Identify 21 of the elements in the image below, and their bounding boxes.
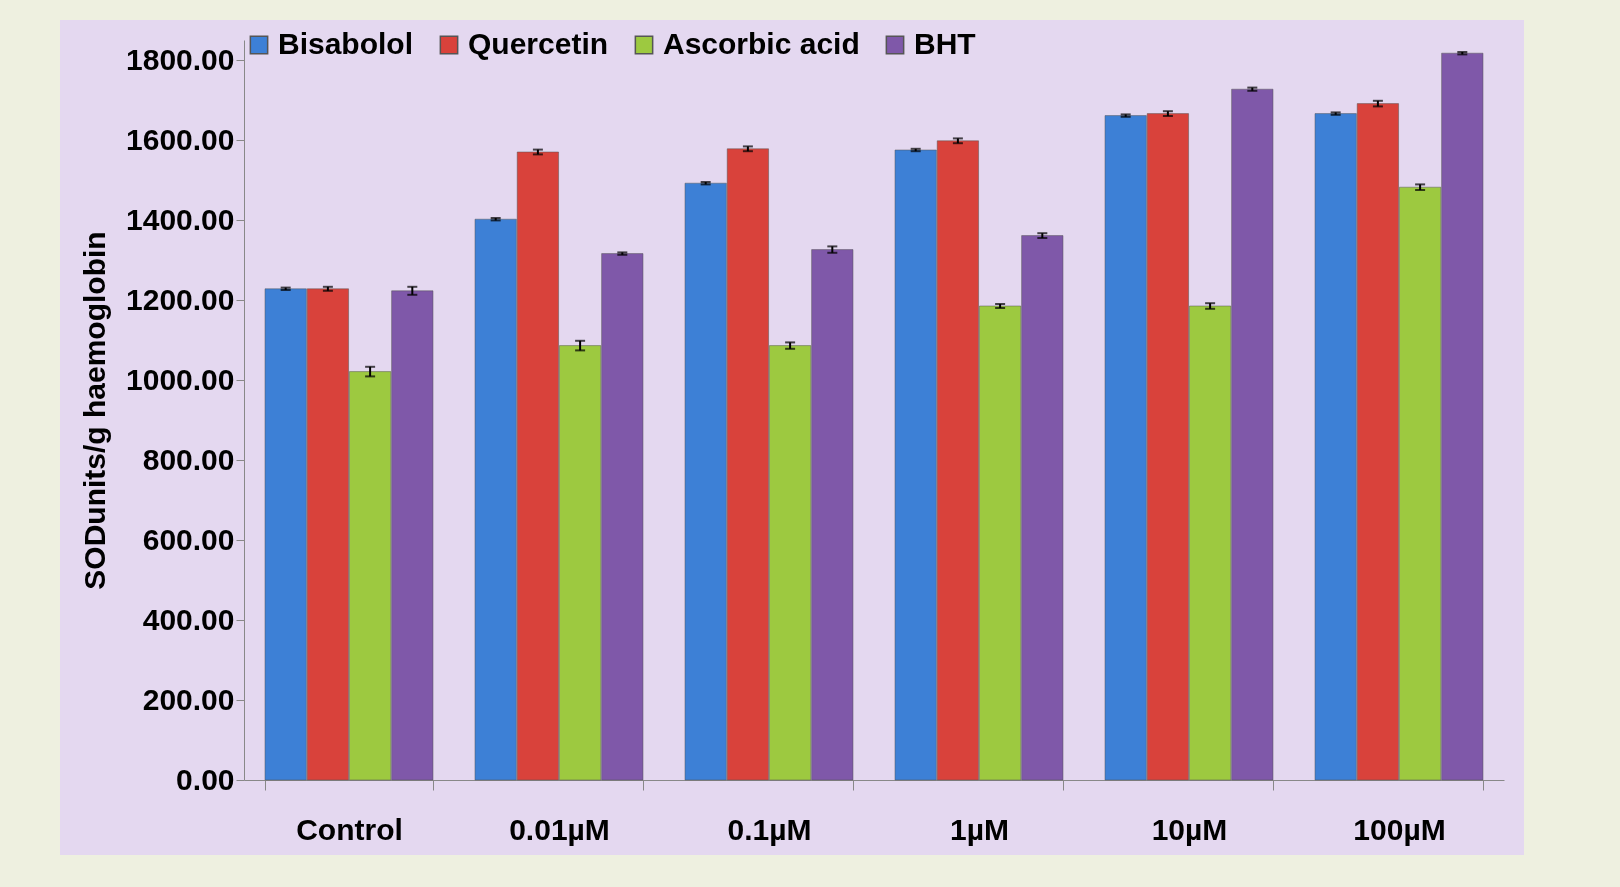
y-tick-label: 800.00: [142, 442, 235, 476]
x-tick-label: 1µM: [950, 812, 1009, 846]
x-tick-label: 0.01µM: [509, 812, 610, 846]
x-tick-label: 100µM: [1353, 812, 1446, 846]
x-tick-label: Control: [296, 812, 403, 846]
y-tick-label: 1000.00: [126, 362, 235, 396]
x-tick-label: 10µM: [1151, 812, 1228, 846]
y-tick-label: 1200.00: [126, 282, 235, 316]
y-tick-label: 200.00: [142, 682, 235, 716]
y-tick-label: 1800.00: [126, 42, 235, 76]
x-tick-label: 0.1µM: [727, 812, 812, 846]
y-tick-label: 1400.00: [126, 202, 235, 236]
y-tick-label: 600.00: [142, 522, 235, 556]
legend-label: Ascorbic acid: [663, 27, 860, 60]
y-tick-label: 1600.00: [126, 122, 235, 156]
y-tick-label: 0.00: [176, 762, 235, 796]
legend-label: BHT: [914, 27, 976, 60]
legend-label: Bisabolol: [278, 27, 414, 60]
y-tick-label: 400.00: [142, 602, 235, 636]
legend-label: Quercetin: [468, 27, 609, 60]
y-axis-title: SODunits/g haemoglobin: [78, 231, 112, 590]
